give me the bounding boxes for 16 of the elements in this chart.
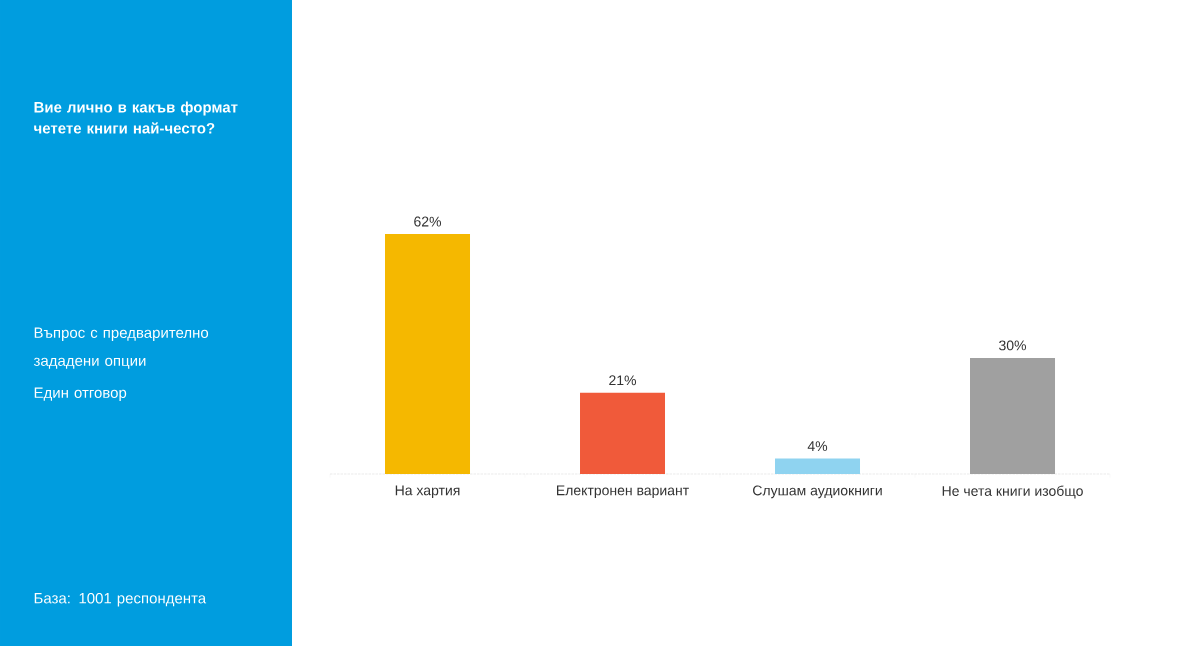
x-tick-label: Не чета книги изобщо	[942, 485, 1083, 499]
x-tick-label: На хартия	[395, 485, 460, 499]
bar	[775, 458, 861, 474]
bar	[385, 234, 471, 474]
data-label: 21%	[609, 375, 637, 386]
text: База: 1001 респондента	[34, 592, 207, 607]
bar	[580, 392, 666, 474]
text: Един отговор	[34, 387, 127, 401]
x-tick-label: Електронен вариант	[557, 485, 689, 499]
x-tick-label: Слушам аудиокниги	[753, 485, 882, 499]
data-label: 62%	[414, 216, 442, 227]
bar	[970, 357, 1056, 474]
text: Вие лично в какъв формат четете книги най-често?	[34, 101, 238, 134]
text: Въпрос с предварително зададени опции	[33, 327, 209, 369]
data-label: 30%	[999, 340, 1027, 351]
data-label: 4%	[807, 441, 828, 451]
